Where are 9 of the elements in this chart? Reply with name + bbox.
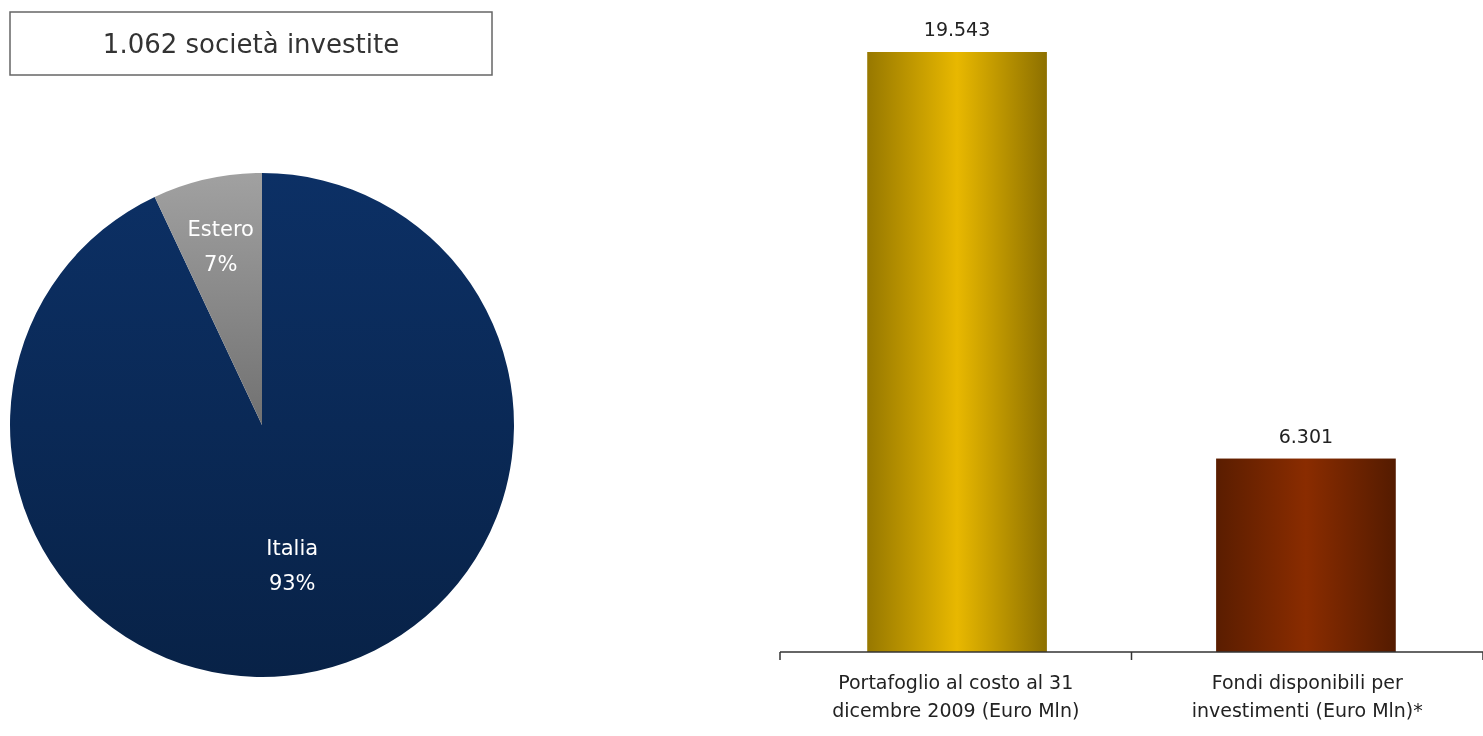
data-label: 7% [204,251,238,276]
data-label: 93% [268,571,316,596]
x-tick-label: Portafoglio al costo al 31 dicembre 2009 (Euro Mln) [832,671,1080,721]
data-label: 6.301 [1278,424,1334,447]
data-label: 19.543 [923,18,991,40]
slice-label: Italia [266,536,319,561]
slice-label: Estero [187,216,254,241]
x-tick-label: Fondi disponibili per investimenti (Euro Mln)* [1191,671,1423,721]
chart-title: 1.062 società investite [102,29,400,59]
